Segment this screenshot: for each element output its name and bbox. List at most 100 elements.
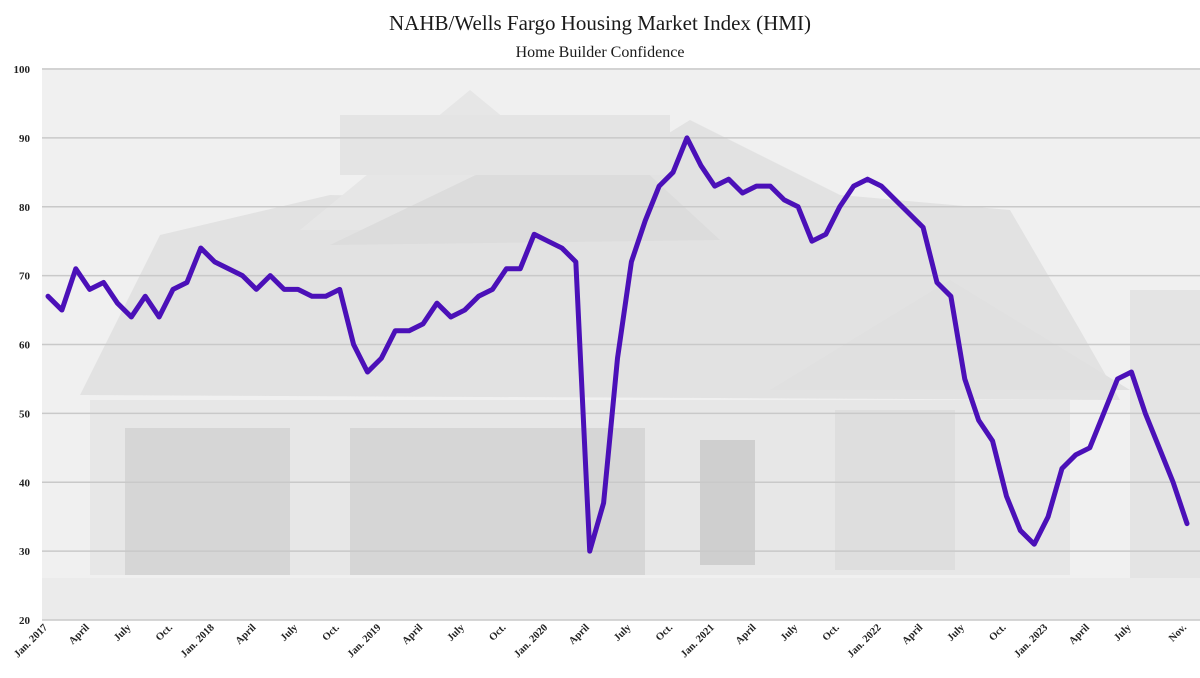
data-point — [754, 184, 759, 189]
data-point — [1101, 411, 1106, 416]
data-point — [1185, 521, 1190, 526]
y-tick-label: 100 — [14, 64, 31, 76]
data-point — [559, 246, 564, 251]
data-point — [823, 232, 828, 237]
data-point — [184, 280, 189, 285]
data-point — [212, 259, 217, 264]
data-point — [1073, 452, 1078, 457]
data-point — [129, 314, 134, 319]
data-point — [712, 184, 717, 189]
data-point — [615, 356, 620, 361]
data-point — [379, 356, 384, 361]
data-point — [59, 308, 64, 313]
data-point — [476, 294, 481, 299]
data-point — [601, 500, 606, 505]
data-point — [879, 184, 884, 189]
data-point — [740, 190, 745, 195]
data-point — [962, 376, 967, 381]
data-point — [309, 294, 314, 299]
data-point — [1129, 370, 1134, 375]
data-point — [365, 370, 370, 375]
data-point — [1032, 542, 1037, 547]
data-point — [768, 184, 773, 189]
data-point — [573, 259, 578, 264]
data-point — [1087, 445, 1092, 450]
data-point — [157, 314, 162, 319]
data-point — [893, 197, 898, 202]
data-point — [101, 280, 106, 285]
data-point — [282, 287, 287, 292]
data-point — [226, 266, 231, 271]
data-point — [532, 232, 537, 237]
data-point — [657, 184, 662, 189]
data-point — [1143, 411, 1148, 416]
data-point — [726, 177, 731, 182]
data-point — [1115, 376, 1120, 381]
y-tick-label: 40 — [19, 477, 31, 489]
data-point — [865, 177, 870, 182]
data-point — [87, 287, 92, 292]
data-point — [837, 204, 842, 209]
data-point — [448, 314, 453, 319]
data-point — [421, 321, 426, 326]
data-point — [351, 342, 356, 347]
data-point — [268, 273, 273, 278]
data-point — [407, 328, 412, 333]
chart-title: NAHB/Wells Fargo Housing Market Index (H… — [389, 11, 811, 35]
data-point — [46, 294, 51, 299]
y-axis-tick-labels: 20 30 40 50 60 70 80 90 100 — [14, 64, 31, 627]
data-point — [337, 287, 342, 292]
data-point — [73, 266, 78, 271]
data-point — [684, 135, 689, 140]
data-point — [587, 549, 592, 554]
data-point — [1018, 528, 1023, 533]
data-point — [976, 418, 981, 423]
data-point — [1171, 480, 1176, 485]
data-point — [518, 266, 523, 271]
data-point — [809, 239, 814, 244]
data-point — [434, 301, 439, 306]
data-point — [296, 287, 301, 292]
data-point — [198, 246, 203, 251]
data-point — [782, 197, 787, 202]
data-point — [115, 301, 120, 306]
data-point — [907, 211, 912, 216]
data-point — [851, 184, 856, 189]
data-point — [490, 287, 495, 292]
data-point — [546, 239, 551, 244]
y-tick-label: 20 — [19, 615, 31, 627]
data-point — [1059, 466, 1064, 471]
data-point — [171, 287, 176, 292]
y-tick-label: 60 — [19, 340, 31, 352]
data-point — [323, 294, 328, 299]
data-point — [1157, 445, 1162, 450]
data-point — [698, 163, 703, 168]
data-point — [254, 287, 259, 292]
data-point — [934, 280, 939, 285]
y-tick-label: 90 — [19, 133, 31, 145]
data-point — [240, 273, 245, 278]
chart-subtitle: Home Builder Confidence — [516, 44, 685, 61]
grid-lines — [42, 68, 1200, 621]
data-point — [1046, 514, 1051, 519]
series-line — [45, 135, 1190, 554]
data-point — [921, 225, 926, 230]
data-point — [143, 294, 148, 299]
data-point — [462, 308, 467, 313]
data-point — [643, 218, 648, 223]
data-point — [948, 294, 953, 299]
data-point — [671, 170, 676, 175]
data-point — [629, 259, 634, 264]
y-tick-label: 30 — [19, 546, 31, 558]
data-point — [1004, 494, 1009, 499]
y-tick-label: 70 — [19, 271, 31, 283]
y-tick-label: 80 — [19, 202, 31, 214]
data-point — [990, 438, 995, 443]
data-point — [504, 266, 509, 271]
data-point — [393, 328, 398, 333]
data-point — [796, 204, 801, 209]
y-tick-label: 50 — [19, 408, 31, 420]
